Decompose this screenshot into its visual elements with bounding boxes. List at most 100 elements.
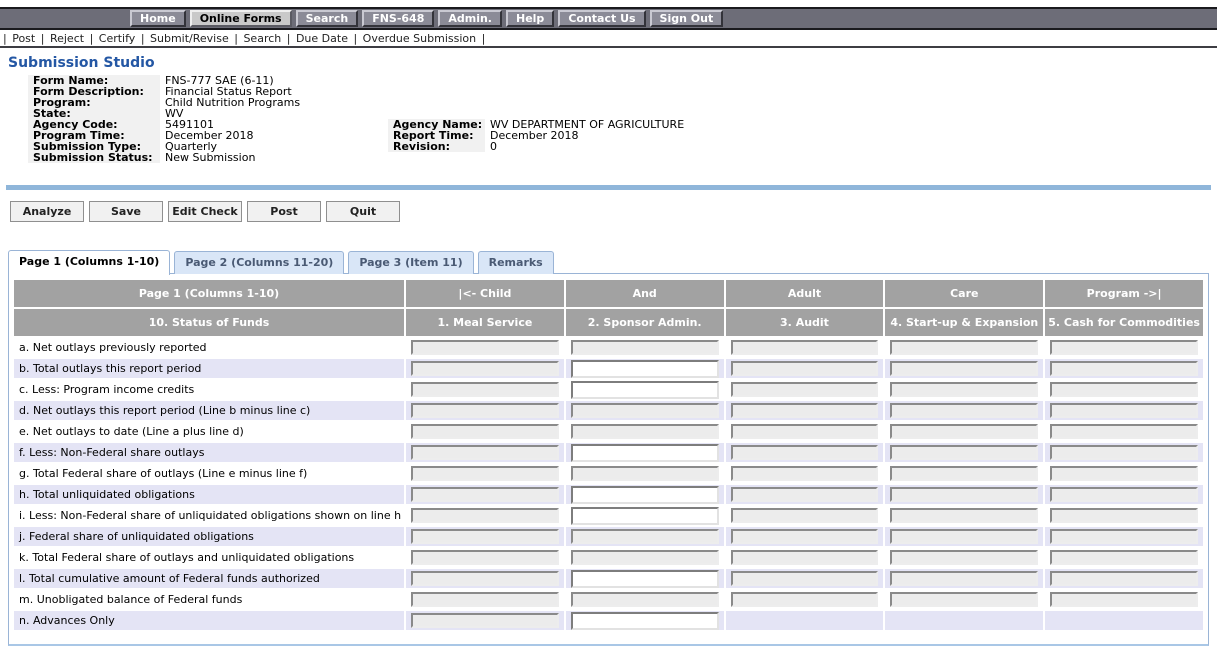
- nav-item-fns-648[interactable]: FNS-648: [362, 10, 435, 27]
- input-c-4: [890, 382, 1039, 397]
- detail-value-revision: 0: [490, 141, 497, 152]
- input-e-4: [890, 424, 1039, 439]
- tab-page-2-columns-11-20[interactable]: Page 2 (Columns 11-20): [174, 251, 345, 274]
- grid-header1-col5: Program ->|: [1045, 280, 1203, 307]
- input-b-5: [1050, 361, 1198, 376]
- cell-i-5: [1045, 506, 1203, 525]
- cell-b-1: [406, 359, 564, 378]
- detail-label-form-description: Form Description:: [28, 86, 160, 97]
- menu-divider: [0, 46, 1217, 48]
- detail-label-program-time: Program Time:: [28, 130, 160, 141]
- save-button[interactable]: Save: [89, 201, 163, 222]
- input-m-2: [570, 592, 719, 607]
- input-j-2: [570, 529, 719, 544]
- menu-item-search[interactable]: Search: [239, 32, 285, 45]
- cell-f-5: [1045, 443, 1203, 462]
- post-button[interactable]: Post: [247, 201, 321, 222]
- input-a-3: [730, 340, 879, 355]
- detail-label-state: State:: [28, 108, 160, 119]
- detail-label-submission-type: Submission Type:: [28, 141, 160, 152]
- cell-b-3: [725, 359, 884, 378]
- input-l-4: [890, 571, 1039, 586]
- edit-check-button[interactable]: Edit Check: [168, 201, 242, 222]
- cell-n-3: [725, 611, 884, 630]
- menu-item-due-date[interactable]: Due Date: [292, 32, 352, 45]
- form-details-body: Form Name: FNS-777 SAE (6-11) Form Descrip…: [28, 75, 918, 163]
- input-f-2[interactable]: [570, 443, 719, 462]
- tab-remarks[interactable]: Remarks: [477, 251, 554, 274]
- cell-e-2: [566, 422, 724, 441]
- nav-item-admin[interactable]: Admin.: [438, 10, 502, 27]
- cell-h-1: [406, 485, 564, 504]
- nav-item-sign-out[interactable]: Sign Out: [649, 10, 724, 27]
- menu-item-reject[interactable]: Reject: [46, 32, 88, 45]
- cell-c-1: [406, 380, 564, 399]
- input-n-2[interactable]: [570, 611, 719, 630]
- quit-button[interactable]: Quit: [326, 201, 400, 222]
- input-h-2[interactable]: [570, 485, 719, 504]
- nav-item-contact-us[interactable]: Contact Us: [558, 10, 646, 27]
- input-c-3: [730, 382, 879, 397]
- menu-item-certify[interactable]: Certify: [95, 32, 139, 45]
- input-a-2: [570, 340, 719, 355]
- grid-header1-col1: |<- Child: [406, 280, 564, 307]
- cell-f-1: [406, 443, 564, 462]
- cell-e-3: [726, 422, 884, 441]
- cell-e-4: [885, 422, 1043, 441]
- cell-j-1: [406, 527, 564, 546]
- input-g-4: [890, 466, 1039, 481]
- input-k-3: [730, 550, 879, 565]
- separator-bar: [6, 185, 1211, 190]
- nav-item-help[interactable]: Help: [506, 10, 555, 27]
- detail-label-form-name: Form Name:: [28, 75, 160, 86]
- row-label-a: a. Net outlays previously reported: [19, 341, 207, 354]
- toolbar: Analyze Save Edit Check Post Quit: [10, 201, 400, 222]
- row-label-m: m. Unobligated balance of Federal funds: [19, 593, 243, 606]
- cell-h-2: [565, 485, 724, 504]
- input-g-2: [570, 466, 719, 481]
- grid-header1-col2: And: [565, 280, 724, 307]
- cell-g-5: [1045, 464, 1203, 483]
- cell-h-4: [885, 485, 1044, 504]
- input-i-4: [890, 508, 1039, 523]
- input-l-1: [411, 571, 559, 586]
- detail-label-program: Program:: [28, 97, 160, 108]
- menu-item-overdue-submission[interactable]: Overdue Submission: [359, 32, 480, 45]
- top-nav: Home Online Forms Search FNS-648 Admin. Help C…: [0, 7, 1217, 30]
- cell-c-5: [1045, 380, 1203, 399]
- input-f-3: [730, 445, 879, 460]
- menu-item-submit-revise[interactable]: Submit/Revise: [146, 32, 233, 45]
- cell-a-1: [406, 338, 564, 357]
- cell-c-3: [726, 380, 884, 399]
- tab-page-3-item-11[interactable]: Page 3 (Item 11): [348, 251, 474, 274]
- input-j-1: [411, 529, 559, 544]
- nav-item-home[interactable]: Home: [130, 10, 186, 27]
- cell-a-5: [1045, 338, 1203, 357]
- analyze-button[interactable]: Analyze: [10, 201, 84, 222]
- tab-bar: Page 1 (Columns 1-10) Page 2 (Columns 11-…: [8, 247, 554, 275]
- input-g-5: [1050, 466, 1198, 481]
- input-l-5: [1050, 571, 1198, 586]
- row-label-g: g. Total Federal share of outlays (Line …: [19, 467, 308, 480]
- nav-item-search[interactable]: Search: [295, 10, 359, 27]
- input-i-5: [1050, 508, 1198, 523]
- cell-b-2: [565, 359, 724, 378]
- input-i-2[interactable]: [570, 506, 719, 525]
- nav-item-online-forms[interactable]: Online Forms: [189, 10, 292, 27]
- input-l-2[interactable]: [570, 569, 719, 588]
- input-j-5: [1050, 529, 1198, 544]
- cell-n-2: [565, 611, 724, 630]
- cell-k-1: [406, 548, 564, 567]
- input-f-5: [1050, 445, 1198, 460]
- grid-header1-col4: Care: [885, 280, 1044, 307]
- cell-l-5: [1045, 569, 1203, 588]
- input-c-2[interactable]: [570, 380, 719, 399]
- tab-page-1-columns-1-10[interactable]: Page 1 (Columns 1-10): [8, 250, 171, 275]
- input-c-1: [411, 382, 559, 397]
- input-i-1: [411, 508, 559, 523]
- row-label-h: h. Total unliquidated obligations: [14, 485, 404, 504]
- grid-header1-col3: Adult: [725, 280, 884, 307]
- input-g-1: [411, 466, 559, 481]
- input-b-2[interactable]: [570, 359, 719, 378]
- menu-item-post[interactable]: Post: [8, 32, 39, 45]
